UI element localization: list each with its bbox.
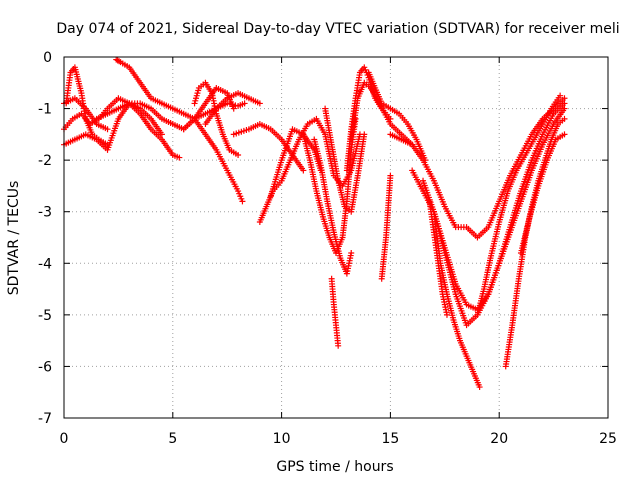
data-point: [561, 105, 568, 112]
plot-frame: [63, 56, 609, 419]
y-tick-label: -7: [38, 411, 52, 427]
data-point: [476, 384, 483, 391]
series-arc-10: [230, 121, 307, 174]
tick-layer: 0 5 10 15 20 25 0 -1 -2 -3 -4 -5 -6 -7: [38, 50, 617, 447]
series-arc-14: [311, 136, 355, 277]
series-arc-5: [113, 56, 248, 122]
data-point: [256, 100, 263, 107]
data-point: [235, 151, 242, 158]
y-tick-label: -1: [38, 102, 52, 118]
data-point: [335, 342, 342, 349]
series-arc-21: [387, 95, 568, 241]
series-arc-7: [180, 115, 246, 205]
series-arc-19: [365, 69, 429, 164]
data-point: [239, 198, 246, 205]
data-point: [361, 131, 368, 138]
data-point: [348, 249, 355, 256]
x-tick-label: 15: [381, 431, 399, 447]
y-tick-label: -2: [38, 153, 52, 169]
data-point: [561, 100, 568, 107]
data-point: [387, 172, 394, 179]
series-arc-25: [426, 198, 450, 318]
chart-title: Day 074 of 2021, Sidereal Day-to-day VTE…: [56, 21, 619, 37]
data-point: [561, 115, 568, 122]
x-tick-label: 0: [60, 431, 69, 447]
x-tick-label: 25: [599, 431, 617, 447]
series-arc-23: [420, 105, 568, 329]
data-point: [443, 311, 450, 318]
x-tick-label: 5: [168, 431, 177, 447]
data-point: [561, 95, 568, 102]
x-tick-label: 20: [490, 431, 508, 447]
data-point: [104, 141, 111, 148]
series-arc-15: [322, 105, 368, 215]
x-tick-label: 10: [273, 431, 291, 447]
series-arc-8: [191, 79, 242, 158]
data-point: [224, 100, 231, 107]
y-tick-label: -5: [38, 308, 52, 324]
data-layer: [61, 56, 568, 391]
series-arc-26: [474, 92, 564, 318]
y-tick-label: 0: [43, 50, 52, 66]
series-arc-16: [328, 275, 342, 349]
series-arc-20: [378, 172, 394, 282]
y-tick-label: -6: [38, 359, 52, 375]
data-point: [104, 126, 111, 133]
data-point: [561, 131, 568, 138]
series-arc-1: [61, 100, 183, 161]
data-point: [300, 167, 307, 174]
data-point: [158, 131, 165, 138]
series-arc-18: [348, 79, 416, 148]
data-point: [241, 100, 248, 107]
y-tick-label: -4: [38, 256, 52, 272]
y-axis-label: SDTVAR / TECUs: [6, 181, 22, 296]
y-tick-label: -3: [38, 205, 52, 221]
data-point: [230, 105, 237, 112]
data-point: [557, 92, 564, 99]
series-arc-28: [517, 131, 568, 256]
data-point: [176, 154, 183, 161]
x-axis-label: GPS time / hours: [276, 459, 393, 475]
series-arc-9: [202, 90, 263, 128]
